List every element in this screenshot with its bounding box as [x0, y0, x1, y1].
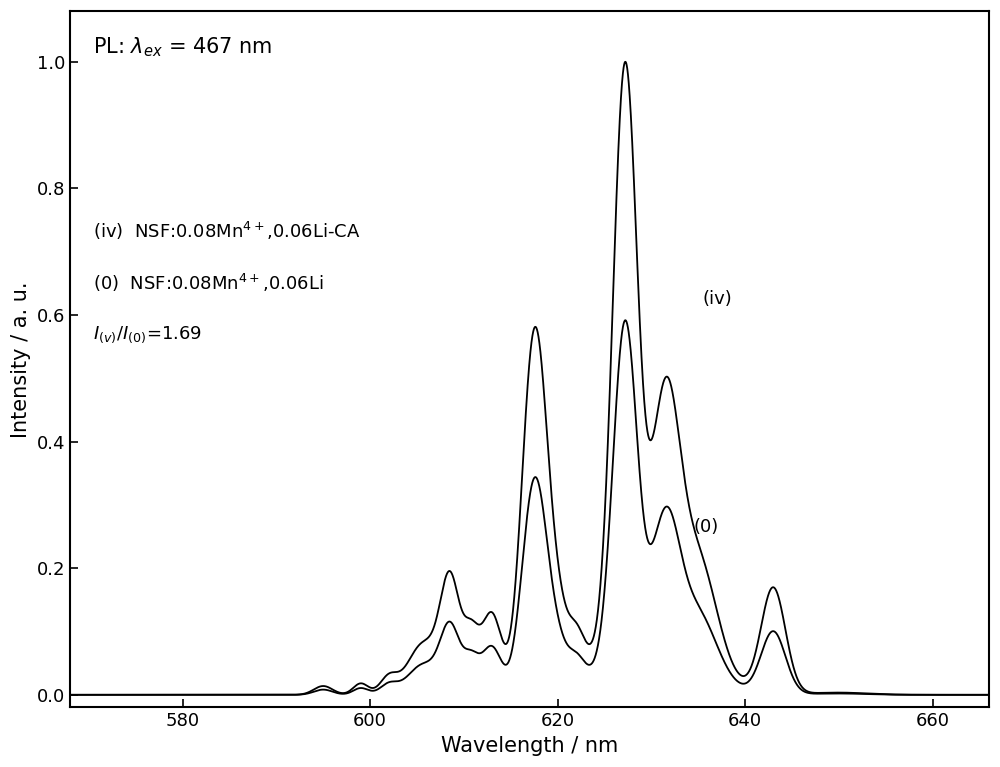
X-axis label: Wavelength / nm: Wavelength / nm: [441, 736, 618, 756]
Text: PL: $\lambda_{ex}$ = 467 nm: PL: $\lambda_{ex}$ = 467 nm: [93, 35, 272, 59]
Text: (iv): (iv): [703, 290, 733, 308]
Y-axis label: Intensity / a. u.: Intensity / a. u.: [11, 281, 31, 437]
Text: (iv)  NSF:0.08Mn$^{4+}$,0.06Li-CA: (iv) NSF:0.08Mn$^{4+}$,0.06Li-CA: [93, 220, 361, 242]
Text: (0)  NSF:0.08Mn$^{4+}$,0.06Li: (0) NSF:0.08Mn$^{4+}$,0.06Li: [93, 272, 324, 295]
Text: $\it{I}$$_{(v)}$/$\it{I}$$_{(0)}$=1.69: $\it{I}$$_{(v)}$/$\it{I}$$_{(0)}$=1.69: [93, 324, 202, 345]
Text: (0): (0): [694, 518, 719, 536]
